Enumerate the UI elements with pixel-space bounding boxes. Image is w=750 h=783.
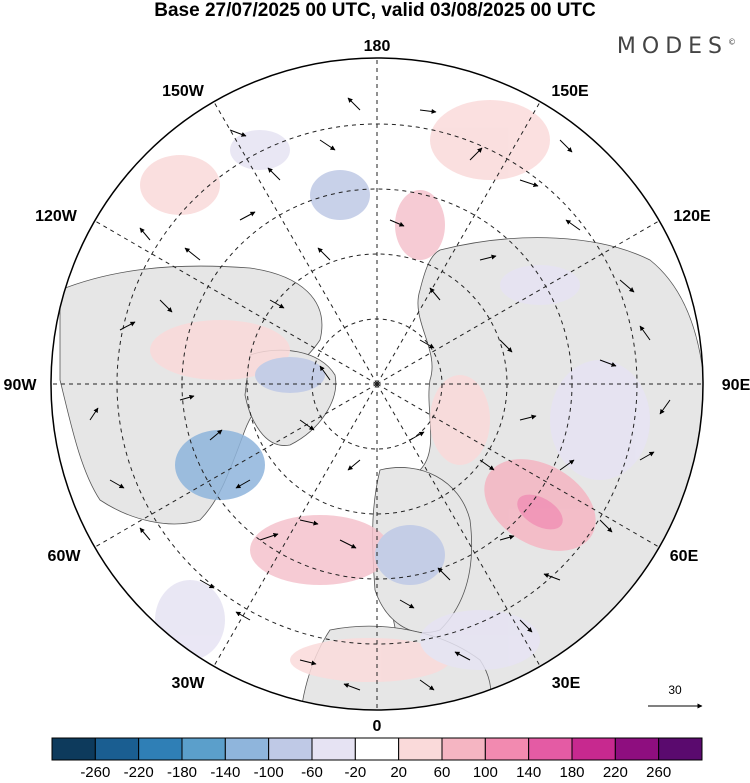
colorbar-swatch [51, 737, 96, 761]
colorbar-swatch [614, 737, 660, 761]
anomaly-red-atlantic [250, 515, 390, 585]
colorbar-tick-label: 220 [602, 764, 628, 781]
anomaly-red-africa [290, 638, 450, 682]
colorbar-swatch [94, 737, 140, 761]
colorbar-swatch [354, 737, 400, 761]
colorbar-tick-label: -180 [166, 764, 198, 781]
lon-label-120e: 120E [673, 208, 711, 225]
colorbar-swatch [268, 737, 313, 761]
anomaly-red-pacific [430, 100, 550, 180]
anomaly-red-siberia-core [517, 494, 563, 530]
wind-vectors [89, 97, 671, 691]
colorbar-tick-label: 20 [390, 764, 407, 781]
anomaly-shading [140, 100, 650, 682]
meridians [51, 58, 703, 710]
lon-label-90e: 90E [722, 377, 750, 394]
colorbar-tick-label: -100 [253, 764, 284, 781]
colorbar-tick-label: 100 [472, 764, 498, 781]
colorbar-swatch [224, 737, 270, 761]
colorbar-swatch [658, 737, 703, 761]
lon-label-60e: 60E [670, 548, 699, 565]
colorbar-swatch [311, 737, 356, 761]
anomaly-blue-atlantic-south [155, 580, 225, 660]
lon-label-30w: 30W [172, 675, 206, 692]
colorbar-tick-label: -260 [80, 764, 111, 781]
anomaly-blue-asia [550, 360, 650, 480]
colorbar-swatch [398, 737, 443, 761]
anomaly-red-kara [430, 375, 490, 465]
colorbar-tick-label: -140 [210, 764, 241, 781]
anomaly-blue-europe [375, 525, 445, 585]
colorbar-swatch [441, 737, 486, 761]
map-boundary [50, 57, 704, 711]
colorbar-tick-label: 140 [516, 764, 542, 781]
reference-vector-label: 30 [668, 683, 682, 697]
colorbar-swatch [484, 737, 530, 761]
anomaly-red-chukchi [395, 190, 445, 260]
modes-logo: MODES© [616, 34, 736, 59]
lon-label-120w: 120W [35, 208, 78, 225]
anomaly-blue-mideast [420, 610, 540, 670]
anomaly-blue-north-pacific [230, 130, 290, 170]
lon-label-60w: 60W [48, 548, 82, 565]
anomaly-blue-hudson [175, 430, 265, 500]
anomaly-red-canada [150, 320, 290, 380]
lon-label-90w: 90W [4, 377, 38, 394]
anomaly-blue-east-siberia [500, 265, 580, 305]
anomaly-blue-beaufort [310, 170, 370, 220]
colorbar-tick-label: 180 [559, 764, 585, 781]
colorbar-swatch [138, 737, 183, 761]
anomaly-blue-arctic [255, 357, 325, 393]
colorbar-tick-label: 60 [433, 764, 451, 781]
lon-label-180: 180 [364, 38, 391, 55]
lon-label-0: 0 [373, 718, 382, 735]
colorbar-tick-label: -20 [344, 764, 367, 781]
colorbar-tick-label: -220 [123, 764, 154, 781]
colorbar [51, 737, 703, 761]
colorbar-tick-label: -60 [301, 764, 323, 781]
anomaly-red-alaska [140, 155, 220, 215]
lon-label-150e: 150E [551, 83, 589, 100]
colorbar-swatch [528, 737, 573, 761]
colorbar-swatch [181, 737, 226, 761]
colorbar-swatch [571, 737, 616, 761]
map-title: Base 27/07/2025 00 UTC, valid 03/08/2025… [154, 0, 596, 21]
colorbar-tick-label: 260 [646, 764, 672, 781]
lon-label-30e: 30E [552, 675, 581, 692]
lon-label-150w: 150W [162, 83, 205, 100]
